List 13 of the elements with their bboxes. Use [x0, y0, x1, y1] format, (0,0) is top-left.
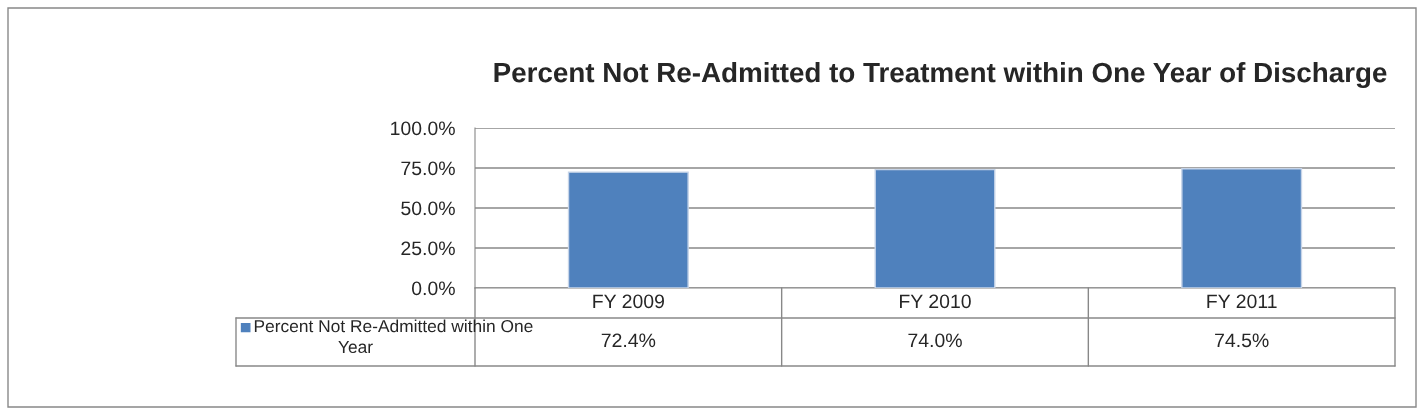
chart-title: Percent Not Re-Admitted to Treatment within One Year of Discharge — [494, 61, 1387, 89]
y-tick-label: 100.0% — [391, 121, 455, 136]
data-label: 74.0% — [908, 333, 962, 348]
x-tick-label: FY 2011 — [1207, 294, 1277, 309]
x-tick-label: FY 2010 — [900, 294, 971, 309]
legend-label: Percent Not Re-Admitted within One Year — [254, 319, 533, 354]
y-tick-label: 25.0% — [401, 241, 455, 256]
y-tick-label: 50.0% — [401, 201, 455, 216]
x-tick-label: FY 2009 — [593, 294, 664, 309]
data-label: 72.4% — [601, 333, 656, 348]
data-label: 74.5% — [1215, 333, 1269, 348]
y-tick-label: 0.0% — [412, 281, 455, 296]
y-tick-label: 75.0% — [401, 161, 455, 176]
